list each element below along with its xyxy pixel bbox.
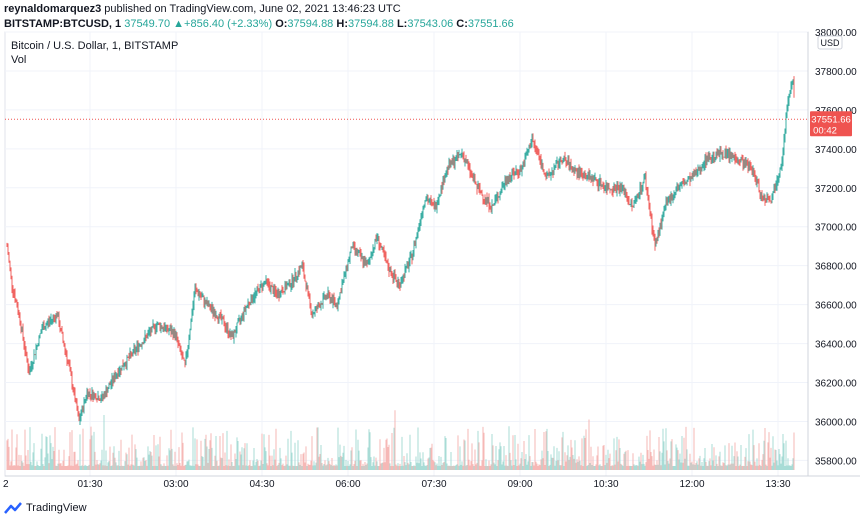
volume-bars bbox=[6, 410, 795, 470]
y-tick-label: 36800.00 bbox=[815, 262, 857, 273]
x-tick-label: 01:30 bbox=[77, 479, 102, 490]
y-tick-label: 37400.00 bbox=[815, 145, 857, 156]
y-tick-label: 36600.00 bbox=[815, 301, 857, 312]
x-tick-label: 03:00 bbox=[163, 479, 188, 490]
y-tick-label: 37200.00 bbox=[815, 184, 857, 195]
y-tick-label: 36400.00 bbox=[815, 340, 857, 351]
high-label: H: bbox=[336, 18, 348, 30]
published-text: published on TradingView.com, June 02, 2… bbox=[104, 3, 401, 15]
y-tick-label: 36200.00 bbox=[815, 379, 857, 390]
candles bbox=[6, 76, 795, 426]
last-price: 37549.70 bbox=[124, 18, 171, 30]
chart-legend: Bitcoin / U.S. Dollar, 1, BITSTAMP Vol bbox=[11, 39, 178, 67]
y-tick-label: 38000.00 bbox=[815, 28, 857, 39]
symbol-label: BITSTAMP:BTCUSD, 1 bbox=[4, 18, 122, 30]
x-tick-label: 06:00 bbox=[335, 479, 360, 490]
x-tick-label: 07:30 bbox=[421, 479, 446, 490]
last-price-badge bbox=[810, 111, 852, 137]
legend-vol: Vol bbox=[11, 54, 27, 66]
price-change: +856.40 (+2.33%) bbox=[184, 18, 273, 30]
legend-title: Bitcoin / U.S. Dollar, 1, BITSTAMP bbox=[11, 40, 179, 52]
high-value: 37594.88 bbox=[347, 18, 394, 30]
low-label: L: bbox=[396, 18, 408, 30]
y-tick-label: 36000.00 bbox=[815, 417, 857, 428]
currency-label: USD bbox=[820, 38, 840, 48]
publish-line: reynaldomarquez3 published on TradingVie… bbox=[4, 2, 856, 17]
x-tick-label: 13:30 bbox=[765, 479, 790, 490]
quote-line: BITSTAMP:BTCUSD, 1 37549.70 ▲+856.40 (+2… bbox=[4, 17, 856, 32]
axes: 35800.00 36000.00 36200.00 36400.00 36600.00… bbox=[3, 28, 860, 490]
x-tick-label: 2 bbox=[3, 479, 9, 490]
y-tick-label: 37000.00 bbox=[815, 223, 857, 234]
publisher-name[interactable]: reynaldomarquez3 bbox=[4, 3, 102, 15]
plot-frame bbox=[4, 31, 809, 477]
x-tick-label: 10:30 bbox=[593, 479, 618, 490]
close-label: C: bbox=[456, 18, 468, 30]
footer[interactable]: TradingView bbox=[4, 500, 87, 516]
close-value: 37551.66 bbox=[467, 18, 514, 30]
tradingview-logo-icon bbox=[4, 502, 22, 514]
x-tick-label: 09:00 bbox=[507, 479, 532, 490]
currency-badge bbox=[817, 35, 843, 50]
low-value: 37543.06 bbox=[407, 18, 454, 30]
countdown-label: 00:42 bbox=[813, 125, 837, 136]
last-price-label: 37551.66 bbox=[811, 114, 851, 125]
open-value: 37594.88 bbox=[287, 18, 334, 30]
y-tick-label: 35800.00 bbox=[815, 456, 857, 467]
grid bbox=[4, 31, 809, 477]
y-tick-label: 37800.00 bbox=[815, 67, 857, 78]
x-tick-label: 04:30 bbox=[249, 479, 274, 490]
x-tick-label: 12:00 bbox=[679, 479, 704, 490]
chart-header: reynaldomarquez3 published on TradingVie… bbox=[4, 2, 856, 32]
open-label: O: bbox=[275, 18, 288, 30]
up-arrow-icon: ▲ bbox=[173, 18, 185, 30]
brand-name: TradingView bbox=[26, 502, 87, 514]
